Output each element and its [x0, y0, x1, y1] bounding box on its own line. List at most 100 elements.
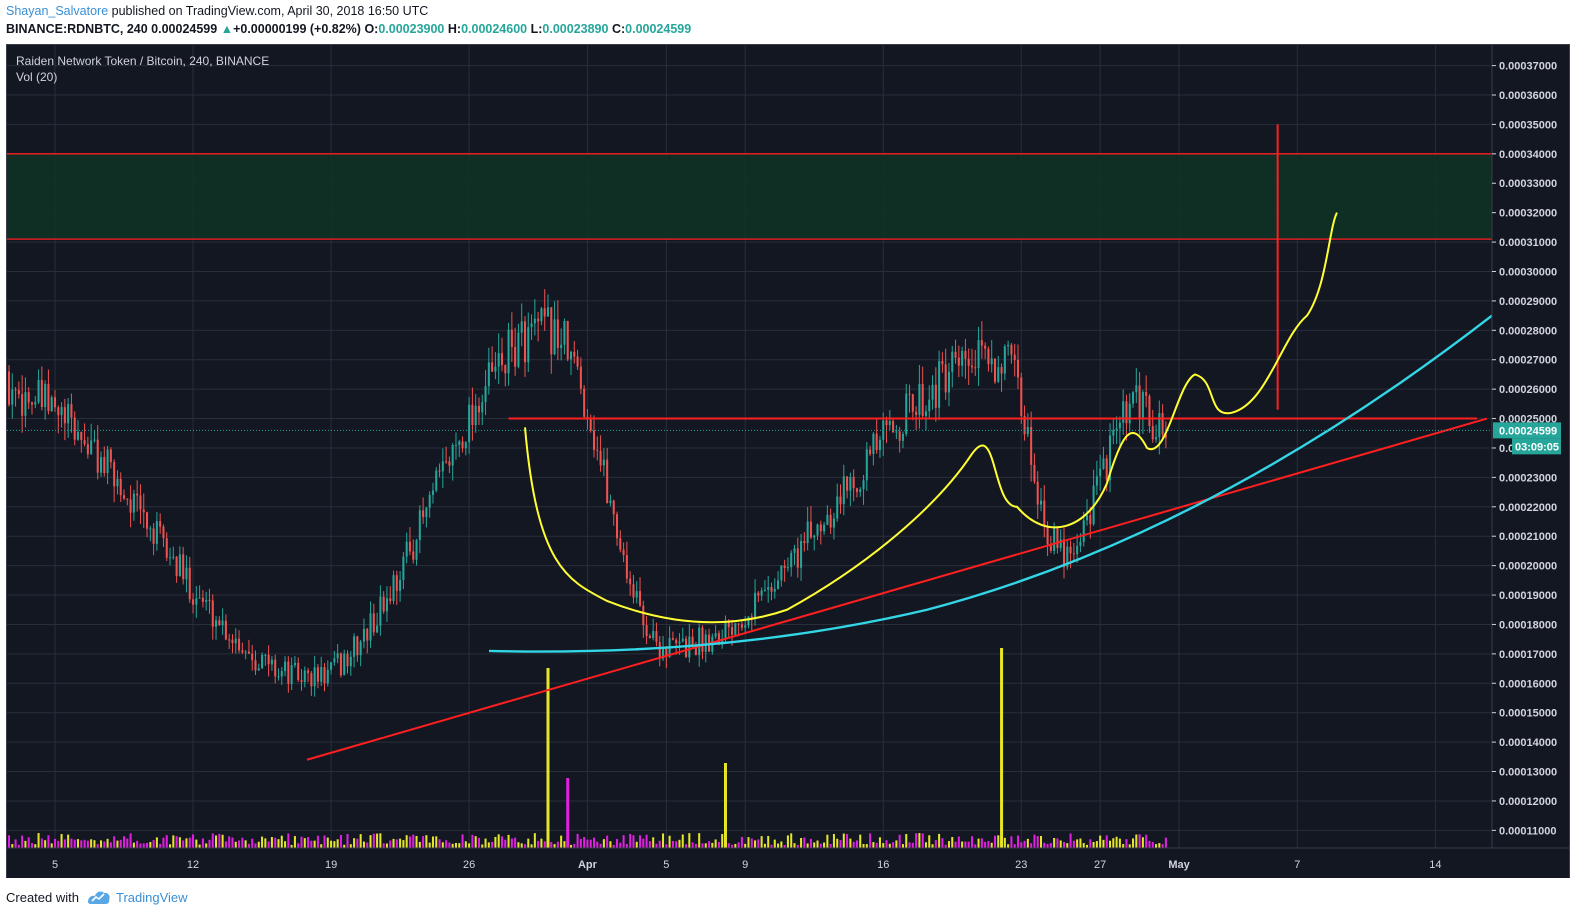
volume-bar: [905, 834, 908, 848]
volume-bar: [155, 837, 158, 848]
volume-bar: [586, 839, 589, 848]
volume-bar: [527, 838, 530, 848]
volume-bar: [662, 833, 665, 848]
volume-bar: [520, 843, 523, 848]
volume-bar: [484, 838, 487, 848]
volume-bar: [438, 839, 441, 848]
volume-bar: [270, 837, 273, 848]
volume-bar: [747, 837, 750, 848]
volume-bar: [500, 836, 504, 848]
candle-body: [103, 457, 106, 474]
volume-bar: [665, 844, 668, 848]
volume-bar: [267, 841, 270, 848]
volume-bar: [839, 840, 842, 848]
candle-body: [510, 329, 513, 347]
candle-body: [589, 419, 592, 431]
candle-body: [149, 528, 152, 530]
candle-body: [1053, 527, 1056, 551]
volume-bar: [934, 840, 937, 848]
candle-body: [704, 634, 707, 652]
volume-bar: [892, 842, 895, 848]
volume-bar: [1016, 835, 1020, 848]
volume-bar: [951, 837, 954, 848]
volume-bar: [849, 838, 852, 848]
candle-body: [780, 565, 783, 581]
volume-bar: [1007, 844, 1010, 848]
candle-body: [1007, 344, 1010, 347]
candle-body: [481, 402, 484, 413]
candle-body: [701, 627, 704, 652]
volume-bar: [599, 843, 602, 848]
volume-spike: [546, 668, 550, 848]
price-axis[interactable]: 0.00011000 0.00012000 0.00013000 0.00014000…: [1491, 45, 1569, 878]
candle-body: [934, 384, 937, 408]
volume-bar: [90, 839, 93, 848]
candle-body: [849, 476, 852, 491]
volume-bar: [244, 840, 247, 848]
candle-body: [172, 556, 175, 558]
candle-body: [165, 538, 168, 558]
volume-bar: [106, 838, 109, 848]
chart-pane[interactable]: 0.00011000 0.00012000 0.00013000 0.00014000…: [0, 44, 1570, 879]
volume-bar: [1066, 843, 1069, 848]
tradingview-brand[interactable]: TradingView: [116, 890, 188, 905]
candle-body: [862, 480, 865, 490]
target-zone: [7, 153, 1492, 240]
ohlc-line: BINANCE:RDNBTC, 240 0.00024599 ▲+0.00000…: [6, 22, 691, 36]
volume-bar: [21, 835, 24, 848]
volume-bar: [215, 835, 218, 848]
volume-bar: [1026, 838, 1029, 848]
candle-body: [556, 319, 559, 348]
candle-body: [905, 393, 908, 434]
candle-body: [987, 348, 990, 365]
volume-bar: [471, 834, 474, 848]
volume-bar: [701, 843, 704, 848]
candle-body: [441, 461, 444, 472]
price-chart[interactable]: 0.00011000 0.00012000 0.00013000 0.00014000…: [0, 45, 1569, 878]
candle-body: [415, 540, 418, 560]
volume-bar: [1013, 844, 1016, 848]
candle-body: [231, 639, 234, 644]
volume-bar: [366, 842, 369, 848]
candle-body: [569, 351, 573, 360]
low-label: L:: [530, 22, 543, 36]
candle-body: [40, 380, 43, 407]
candle-body: [869, 449, 872, 454]
candle-body: [980, 340, 983, 346]
candle-body: [270, 659, 273, 665]
candle-body: [602, 459, 605, 466]
volume-bar: [708, 841, 711, 848]
volume-bar: [96, 844, 99, 848]
volume-bar: [635, 841, 638, 848]
volume-bar: [947, 841, 950, 848]
candle-body: [11, 389, 14, 405]
volume-bar: [441, 842, 444, 848]
candle-body: [146, 512, 149, 529]
candle-body: [648, 636, 651, 639]
candle-body: [1082, 520, 1085, 542]
volume-bar: [1043, 842, 1046, 848]
time-axis[interactable]: 5 12 19 26 Apr 5 9 16 23 27 May 7 14: [7, 847, 1569, 878]
volume-bar: [11, 844, 14, 848]
candle-body: [1049, 544, 1052, 551]
volume-bar: [1115, 836, 1118, 848]
volume-bar: [198, 844, 201, 848]
volume-bar: [333, 841, 336, 848]
volume-bar: [257, 841, 260, 848]
volume-bar: [303, 838, 306, 848]
candle-body: [803, 540, 806, 544]
candle-body: [609, 500, 612, 504]
candle-body: [323, 667, 326, 684]
candle-body: [537, 318, 540, 322]
volume-bar: [819, 843, 822, 848]
candle-body: [1164, 434, 1167, 438]
volume-bar: [37, 833, 40, 848]
candle-body: [382, 596, 385, 612]
candle-body: [353, 636, 356, 657]
volume-bar: [648, 841, 651, 848]
volume-bar: [523, 844, 527, 848]
volume-bar: [944, 844, 947, 848]
volume-bar: [316, 835, 319, 848]
author-link[interactable]: Shayan_Salvatore: [6, 4, 109, 18]
last-price-label: 0.00024599: [1499, 425, 1557, 437]
